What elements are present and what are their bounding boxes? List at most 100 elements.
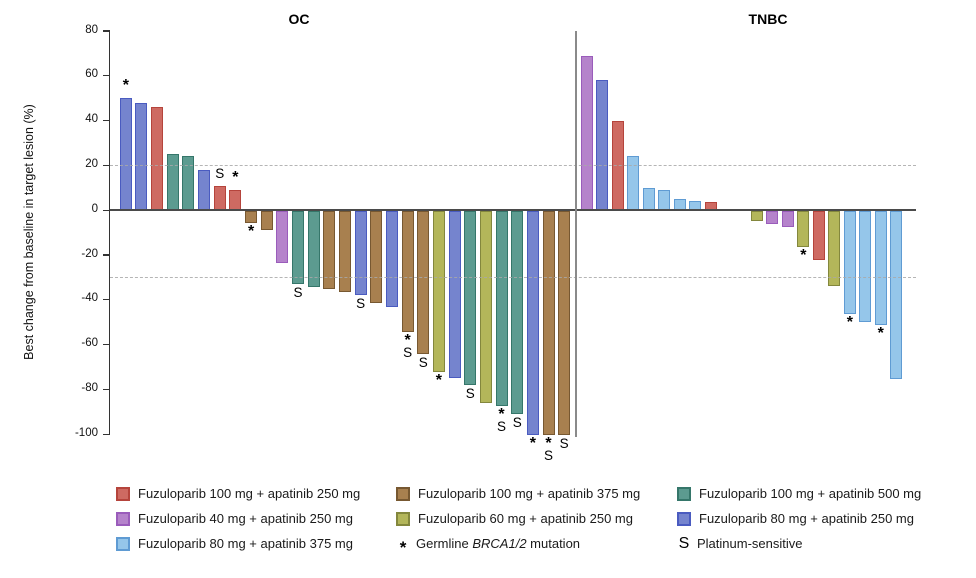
bar-tnbc-18: [843, 211, 856, 315]
bar-oc-23: [464, 211, 477, 385]
y-tick: [102, 433, 109, 435]
legend-label: Fuzuloparib 60 mg + apatinib 250 mg: [418, 511, 633, 526]
bar-annotation: * S: [491, 405, 513, 434]
panel-title-tnbc: TNBC: [748, 11, 788, 27]
legend-swatch-olive: [396, 511, 410, 526]
bar-tnbc-13: [766, 211, 779, 225]
legend-swatch-brown: [396, 486, 410, 501]
asterisk-icon: *: [399, 537, 407, 557]
bar-oc-2: [135, 102, 148, 211]
y-tick-label: -20: [81, 247, 98, 260]
legend-column-3: Fuzuloparib 100 mg + apatinib 500 mg Fuz…: [677, 481, 921, 556]
bar-oc-14: [323, 211, 336, 290]
legend-column-2: Fuzuloparib 100 mg + apatinib 375 mg Fuz…: [396, 481, 640, 556]
bar-oc-8: [229, 190, 242, 211]
legend-label: Fuzuloparib 100 mg + apatinib 500 mg: [699, 486, 922, 501]
bar-oc-20: [417, 211, 430, 355]
legend-label: Fuzuloparib 40 mg + apatinib 250 mg: [138, 511, 353, 526]
brca-asterisk-icon: *: [846, 314, 853, 332]
legend-item: Fuzuloparib 100 mg + apatinib 250 mg: [116, 481, 360, 506]
bar-annotation: *: [839, 314, 861, 332]
legend-swatch-teal: [677, 486, 691, 501]
brca-asterisk-icon: *: [404, 331, 411, 349]
bar-oc-15: [339, 211, 351, 292]
y-tick: [102, 119, 109, 122]
y-tick-label: 20: [85, 157, 98, 170]
legend-label: Fuzuloparib 100 mg + apatinib 250 mg: [138, 486, 361, 501]
bar-annotation: *: [522, 435, 544, 452]
y-tick-label: -40: [81, 292, 98, 305]
platinum-s-icon: S: [544, 448, 554, 463]
legend-swatch-lightblue: [116, 536, 130, 551]
y-tick: [102, 75, 109, 77]
bar-annotation: *: [428, 373, 450, 389]
platinum-s-icon: S: [497, 418, 507, 434]
legend-label: Germline BRCA1/2 mutation: [416, 536, 581, 551]
bar-oc-26: [511, 211, 524, 414]
bar-tnbc-15: [797, 211, 810, 247]
bar-annotation: S: [553, 437, 575, 450]
brca-asterisk-icon: *: [800, 246, 807, 264]
bar-annotation: * S: [538, 436, 560, 463]
panel-separator: [575, 31, 577, 437]
bar-annotation: *: [240, 224, 262, 240]
bar-tnbc-2: [596, 80, 609, 211]
y-tick: [102, 299, 109, 301]
platinum-s-icon: S: [512, 414, 522, 430]
bar-tnbc-21: [890, 211, 903, 379]
y-axis-label: Best change from baseline in target lesi…: [22, 104, 36, 360]
bar-annotation: S: [350, 297, 372, 310]
bar-oc-3: [151, 107, 164, 211]
bar-tnbc-5: [642, 187, 655, 211]
brca-asterisk-icon: *: [529, 435, 536, 452]
legend-item-platinum: S Platinum-sensitive: [677, 531, 921, 556]
legend-swatch-blueviolet: [677, 511, 691, 526]
platinum-s-icon: S: [293, 284, 303, 300]
bar-oc-7: [213, 185, 226, 211]
brca-asterisk-icon: *: [877, 325, 884, 343]
bar-oc-10: [260, 211, 273, 231]
y-tick-label: -100: [74, 426, 98, 439]
bar-tnbc-16: [812, 211, 825, 261]
bar-oc-9: [245, 211, 258, 224]
y-tick-label: 60: [85, 68, 98, 81]
y-tick-label: -80: [81, 381, 98, 394]
legend-item: Fuzuloparib 40 mg + apatinib 250 mg: [116, 506, 360, 531]
brca-asterisk-icon: *: [122, 77, 129, 95]
y-tick-label: 40: [85, 113, 98, 126]
brca-asterisk-icon: *: [498, 405, 505, 423]
bar-annotation: *: [792, 246, 814, 264]
bar-oc-4: [166, 154, 179, 211]
legend-item: Fuzuloparib 80 mg + apatinib 375 mg: [116, 531, 360, 556]
legend-item: Fuzuloparib 60 mg + apatinib 250 mg: [396, 506, 640, 531]
y-axis-line: [108, 30, 110, 436]
bar-oc-17: [370, 211, 383, 303]
y-tick: [102, 343, 109, 346]
reference-line: [110, 164, 916, 166]
brca-asterisk-icon: *: [232, 169, 239, 187]
bar-tnbc-19: [859, 211, 872, 322]
bar-tnbc-14: [781, 211, 794, 227]
legend: Fuzuloparib 100 mg + apatinib 250 mg Fuz…: [0, 481, 976, 571]
legend-label: Fuzuloparib 80 mg + apatinib 250 mg: [699, 511, 914, 526]
y-tick: [102, 388, 109, 391]
bar-annotation: * S: [397, 331, 419, 358]
bar-oc-22: [448, 211, 461, 378]
y-tick-label: 80: [85, 23, 98, 36]
bar-oc-16: [354, 211, 367, 295]
bar-tnbc-17: [828, 211, 841, 287]
legend-item: Fuzuloparib 100 mg + apatinib 375 mg: [396, 481, 640, 506]
legend-swatch-purple: [116, 511, 130, 526]
bar-annotation: *: [870, 325, 892, 343]
s-symbol-icon: S: [678, 534, 690, 552]
panel-title-oc: OC: [288, 11, 310, 27]
bar-oc-21: [432, 211, 445, 373]
zero-baseline: [110, 209, 916, 211]
bar-annotation: S: [506, 414, 528, 430]
bar-annotation: S: [459, 387, 481, 400]
y-tick: [102, 209, 109, 211]
legend-swatch-red: [116, 486, 130, 501]
legend-label: Fuzuloparib 80 mg + apatinib 375 mg: [138, 536, 353, 551]
bar-oc-13: [307, 211, 320, 288]
bar-oc-29: [558, 211, 571, 435]
